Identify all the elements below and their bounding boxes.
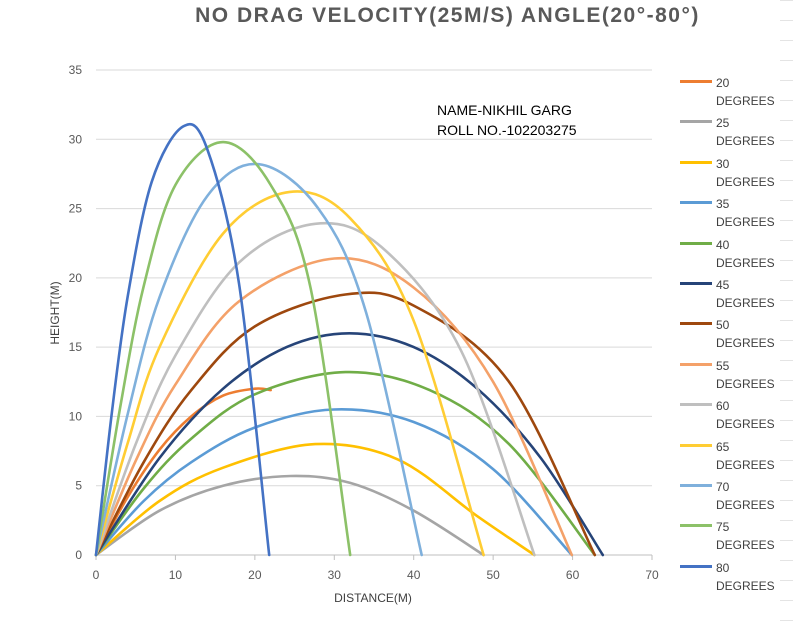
legend: 20 DEGREES 25 DEGREES 30 DEGREES 35 DEGREES…	[680, 74, 780, 599]
y-axis-label: HEIGHT(M)	[48, 281, 62, 344]
legend-item[interactable]: 45 DEGREES	[680, 276, 780, 316]
legend-swatch	[680, 120, 712, 124]
x-tick-label: 40	[407, 568, 421, 582]
legend-item[interactable]: 80 DEGREES	[680, 559, 780, 599]
legend-label: 50 DEGREES	[716, 318, 775, 351]
series-line-5[interactable]	[94, 331, 605, 557]
legend-label: 75 DEGREES	[716, 520, 775, 553]
legend-swatch	[680, 564, 712, 568]
chart-title: NO DRAG VELOCITY(25M/S) ANGLE(20°-80°)	[195, 4, 700, 27]
legend-item[interactable]: 35 DEGREES	[680, 195, 780, 235]
legend-swatch	[680, 201, 712, 205]
legend-item[interactable]: 50 DEGREES	[680, 316, 780, 356]
legend-item[interactable]: 75 DEGREES	[680, 518, 780, 558]
legend-swatch	[680, 403, 712, 407]
series-line-4[interactable]	[94, 370, 597, 557]
y-tick-label: 30	[69, 132, 83, 146]
legend-item[interactable]: 70 DEGREES	[680, 478, 780, 518]
legend-label: 60 DEGREES	[716, 399, 775, 432]
x-tick-label: 20	[248, 568, 262, 582]
legend-swatch	[680, 483, 712, 487]
legend-label: 20 DEGREES	[716, 76, 775, 108]
legend-item[interactable]: 55 DEGREES	[680, 357, 780, 397]
series-line-6[interactable]	[94, 291, 597, 557]
legend-label: 55 DEGREES	[716, 358, 775, 391]
legend-swatch	[680, 322, 712, 326]
legend-swatch	[680, 241, 712, 245]
legend-swatch	[680, 524, 712, 528]
series-lines	[94, 122, 605, 557]
tick-labels: 0 5 10 15 20 25 30 35 0 10 20 30 40 50 60 70	[69, 63, 659, 582]
legend-label: 65 DEGREES	[716, 439, 775, 472]
axes	[95, 554, 653, 560]
y-tick-label: 20	[69, 271, 83, 285]
x-tick-label: 60	[566, 568, 580, 582]
legend-label: 80 DEGREES	[716, 560, 775, 593]
annotation: NAME-NIKHIL GARG ROLL NO.-102203275	[437, 100, 577, 140]
legend-item[interactable]: 20 DEGREES	[680, 74, 780, 114]
series-line-0[interactable]	[94, 387, 272, 557]
y-tick-label: 10	[69, 409, 83, 423]
legend-swatch	[680, 80, 712, 83]
y-tick-label: 35	[69, 63, 83, 77]
annotation-roll: ROLL NO.-102203275	[437, 122, 577, 138]
series-line-12[interactable]	[94, 122, 271, 557]
legend-label: 70 DEGREES	[716, 479, 775, 512]
legend-label: 35 DEGREES	[716, 197, 775, 230]
series-line-3[interactable]	[94, 408, 574, 557]
x-tick-label: 10	[169, 568, 183, 582]
legend-item[interactable]: 25 DEGREES	[680, 114, 780, 154]
series-line-1[interactable]	[94, 474, 485, 557]
legend-item[interactable]: 65 DEGREES	[680, 438, 780, 478]
legend-label: 45 DEGREES	[716, 277, 775, 310]
y-tick-label: 0	[75, 548, 82, 562]
y-tick-label: 5	[75, 479, 82, 493]
legend-swatch	[680, 160, 712, 164]
series-line-7[interactable]	[94, 256, 574, 557]
series-line-9[interactable]	[94, 190, 485, 557]
annotation-name: NAME-NIKHIL GARG	[437, 102, 572, 118]
series-line-10[interactable]	[94, 162, 423, 557]
legend-item[interactable]: 40 DEGREES	[680, 236, 780, 276]
series-line-11[interactable]	[94, 140, 352, 557]
series-line-2[interactable]	[94, 442, 536, 557]
x-tick-label: 70	[645, 568, 659, 582]
y-tick-label: 15	[69, 340, 83, 354]
legend-swatch	[680, 281, 712, 285]
legend-label: 40 DEGREES	[716, 237, 775, 270]
legend-swatch	[680, 443, 712, 447]
x-tick-label: 50	[486, 568, 500, 582]
legend-item[interactable]: 30 DEGREES	[680, 155, 780, 195]
x-axis-label: DISTANCE(M)	[334, 591, 412, 605]
legend-swatch	[680, 362, 712, 366]
legend-item[interactable]: 60 DEGREES	[680, 397, 780, 437]
x-tick-label: 30	[328, 568, 342, 582]
x-tick-label: 0	[93, 568, 100, 582]
y-tick-label: 25	[69, 202, 83, 216]
legend-label: 25 DEGREES	[716, 116, 775, 149]
legend-label: 30 DEGREES	[716, 156, 775, 189]
